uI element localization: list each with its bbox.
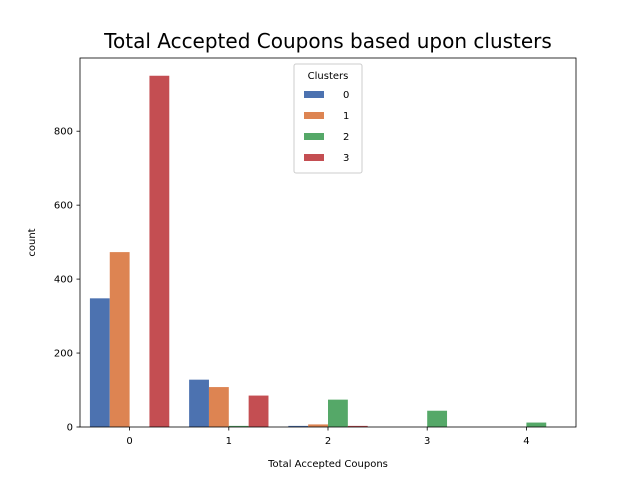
bar-cluster-0-category-1 <box>189 379 209 427</box>
legend-swatch-1 <box>304 112 324 119</box>
bar-cluster-0-category-2 <box>288 425 309 427</box>
legend: Clusters 0 1 2 3 <box>293 63 363 174</box>
legend-items: 0 1 2 3 <box>304 90 349 164</box>
bar-cluster-1-category-0 <box>109 252 130 427</box>
legend-swatch-0 <box>304 91 324 98</box>
bar-cluster-3-category-0 <box>149 75 170 427</box>
legend-label-0: 0 <box>343 90 349 101</box>
bar-cluster-0-category-0 <box>89 298 110 427</box>
y-tick-label: 400 <box>54 275 73 286</box>
x-tick-label: 3 <box>424 436 430 447</box>
legend-label-2: 2 <box>343 132 349 143</box>
y-tick-label: 200 <box>54 349 73 360</box>
y-axis-ticks: 0 200 400 600 800 <box>54 127 80 434</box>
x-axis-ticks: 0 1 2 3 4 <box>126 427 530 447</box>
x-tick-label: 4 <box>523 436 529 447</box>
bar-cluster-2-category-1 <box>228 425 249 427</box>
bar-cluster-2-category-3 <box>427 410 448 427</box>
bars-group <box>89 75 547 427</box>
plot-frame <box>79 57 577 428</box>
x-tick-label: 0 <box>126 436 132 447</box>
bar-cluster-3-category-1 <box>248 395 269 427</box>
legend-swatch-2 <box>304 133 324 140</box>
x-tick-label: 2 <box>325 436 331 447</box>
bar-cluster-2-category-4 <box>526 422 547 427</box>
x-tick-label: 1 <box>226 436 232 447</box>
bar-cluster-2-category-2 <box>328 399 348 427</box>
y-tick-label: 600 <box>54 201 73 212</box>
y-tick-label: 800 <box>54 127 73 138</box>
legend-swatch-3 <box>304 154 324 161</box>
legend-title: Clusters <box>308 71 349 82</box>
legend-label-3: 3 <box>343 153 349 164</box>
chart-title: Total Accepted Coupons based upon cluste… <box>103 29 552 53</box>
bar-cluster-3-category-2 <box>347 425 368 427</box>
legend-label-1: 1 <box>343 111 349 122</box>
bar-cluster-1-category-2 <box>308 424 328 427</box>
bar-cluster-1-category-1 <box>208 387 229 427</box>
y-axis-label: count <box>27 228 38 256</box>
x-axis-label: Total Accepted Coupons <box>267 459 388 470</box>
y-tick-label: 0 <box>67 423 73 434</box>
